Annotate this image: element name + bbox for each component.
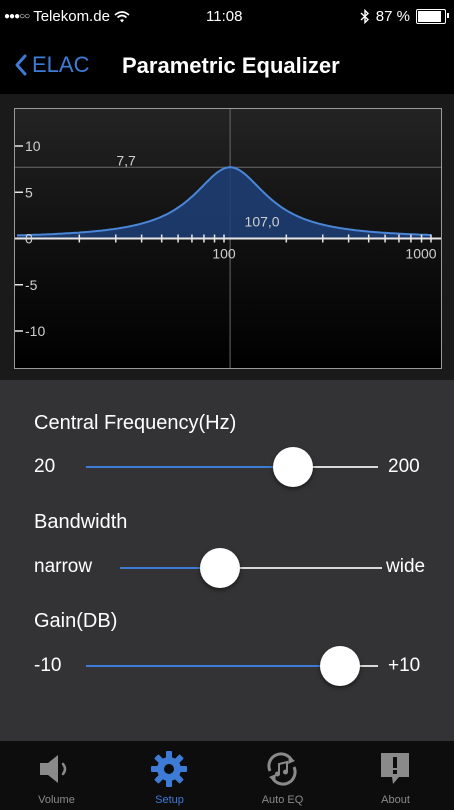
speaker-icon	[40, 755, 67, 783]
gain-label: Gain(DB)	[34, 610, 118, 632]
wifi-icon	[114, 10, 130, 22]
carrier-name: Telekom.de	[33, 8, 110, 25]
exclamation-bubble-icon	[381, 753, 409, 784]
gain-max-label: +10	[388, 655, 421, 676]
gain-min-label: -10	[34, 655, 62, 676]
tab-auto-eq[interactable]: Auto EQ	[226, 741, 339, 810]
chevron-left-icon	[15, 54, 27, 76]
signal-strength-icon: ●●●○○	[4, 11, 30, 22]
bandwidth-label: Bandwidth	[34, 511, 128, 533]
eq-graph-panel: 10 5 0 -5 -10 100 1000 7,7 107,0	[0, 94, 454, 380]
y-tick-label: -10	[25, 323, 45, 339]
frequency-min-label: 20	[34, 456, 56, 477]
tab-setup[interactable]: Setup	[113, 741, 226, 810]
y-tick-label: 10	[25, 138, 41, 154]
gain-slider[interactable]	[86, 665, 378, 667]
x-tick-label: 1000	[405, 246, 436, 262]
status-right-group: 87 %	[360, 8, 449, 25]
tab-volume[interactable]: Volume	[0, 741, 113, 810]
frequency-max-label: 200	[388, 456, 420, 477]
peak-gain-label: 7,7	[116, 152, 136, 168]
battery-level	[418, 11, 441, 22]
tab-about[interactable]: About	[339, 741, 452, 810]
tab-label: Volume	[38, 794, 75, 806]
gain-slider-thumb[interactable]	[320, 646, 361, 686]
gain-slider-fill	[86, 665, 341, 667]
bluetooth-icon	[360, 9, 369, 24]
bandwidth-min-label: narrow	[34, 556, 93, 577]
bandwidth-slider[interactable]	[120, 567, 382, 569]
bandwidth-max-label: wide	[386, 556, 426, 577]
eq-curve-chart: 10 5 0 -5 -10 100 1000 7,7 107,0	[15, 109, 441, 368]
eq-controls: Central Frequency(Hz) 20 200 Bandwidth n…	[0, 380, 454, 740]
status-carrier-group: ●●●○○ Telekom.de	[4, 8, 130, 25]
frequency-label: Central Frequency(Hz)	[34, 412, 237, 434]
tab-label: About	[381, 794, 410, 806]
back-button[interactable]: ELAC	[14, 52, 89, 78]
tab-bar: Volume Setup	[0, 740, 454, 810]
eq-graph: 10 5 0 -5 -10 100 1000 7,7 107,0	[14, 108, 442, 369]
bandwidth-slider-fill	[120, 567, 220, 569]
y-tick-label: 5	[25, 184, 33, 200]
y-tick-label: -5	[25, 277, 38, 293]
status-bar: ●●●○○ Telekom.de 11:08 87 %	[0, 0, 454, 34]
battery-icon	[416, 9, 449, 24]
eq-curve-line	[16, 166, 431, 237]
frequency-slider-thumb[interactable]	[273, 447, 314, 487]
battery-percent: 87 %	[375, 8, 410, 25]
bandwidth-slider-thumb[interactable]	[199, 548, 240, 588]
gear-icon	[151, 751, 187, 787]
y-tick-label: 0	[25, 231, 33, 247]
eq-curve-fill	[17, 167, 431, 239]
peak-frequency-label: 107,0	[245, 214, 280, 230]
music-refresh-icon	[267, 752, 297, 786]
tab-label: Setup	[155, 794, 184, 806]
navigation-bar: ELAC Parametric Equalizer	[0, 38, 454, 94]
page-title: Parametric Equalizer	[122, 53, 340, 78]
tab-label: Auto EQ	[261, 794, 304, 806]
frequency-slider[interactable]	[86, 466, 378, 468]
frequency-slider-fill	[86, 466, 294, 468]
x-tick-label: 100	[212, 246, 236, 262]
back-button-label: ELAC	[32, 52, 90, 77]
status-time: 11:08	[206, 8, 243, 25]
